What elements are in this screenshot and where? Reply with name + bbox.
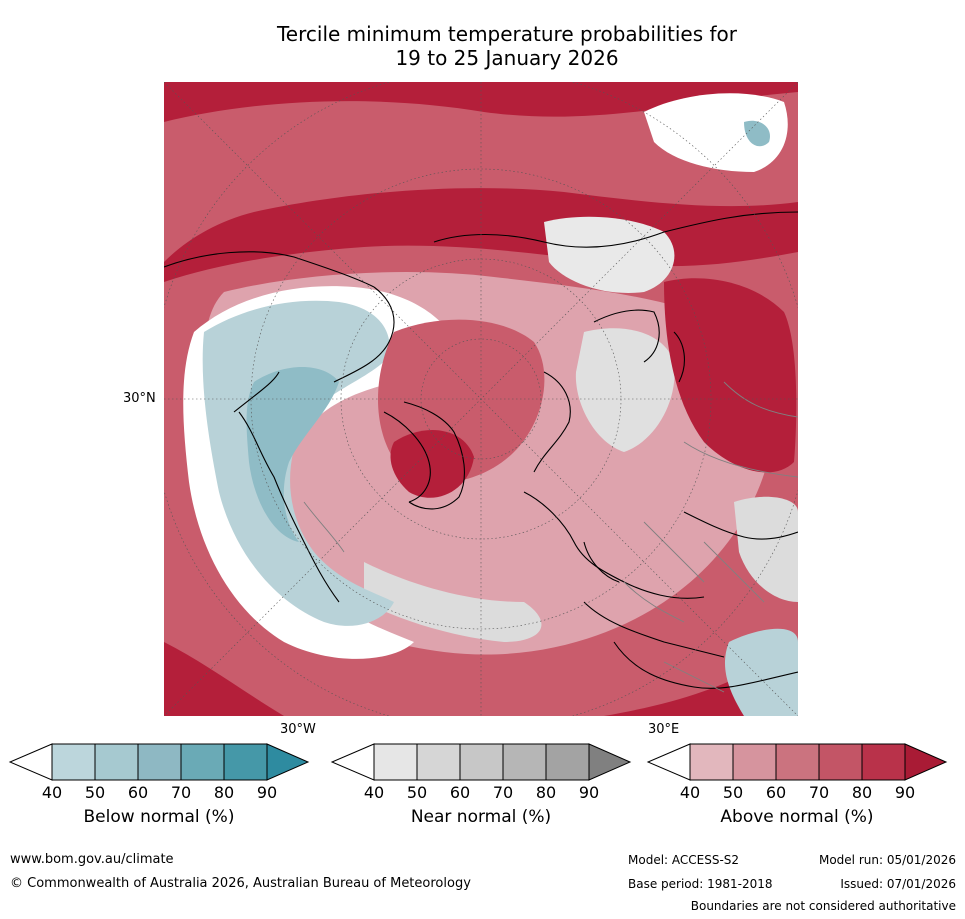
cbar-below-min-extend — [8, 743, 53, 781]
tick: 70 — [808, 783, 830, 802]
tick: 50 — [722, 783, 744, 802]
tick: 60 — [765, 783, 787, 802]
tick: 80 — [851, 783, 873, 802]
colorbar-above-label: Above normal (%) — [720, 807, 874, 827]
title-line-1: Tercile minimum temperature probabilitie… — [276, 22, 738, 46]
lat-label-30n: 30°N — [123, 391, 156, 406]
tick: 90 — [894, 783, 916, 802]
cbar-above-bin-4 — [818, 743, 863, 781]
base-period: Base period: 1981-2018 — [628, 877, 773, 891]
tick: 40 — [363, 783, 385, 802]
below-normal-patch-northeast — [744, 120, 770, 147]
above-dark-greenland — [390, 430, 474, 498]
tick: 50 — [406, 783, 428, 802]
tick: 70 — [170, 783, 192, 802]
cbar-near-bin-1 — [373, 743, 418, 781]
colorbar-above-ticks: 40 50 60 70 80 90 — [680, 783, 915, 803]
tick: 40 — [41, 783, 63, 802]
below-normal-region-america — [202, 300, 394, 626]
near-normal-region-east — [734, 496, 798, 602]
cbar-near-max-extend — [588, 743, 632, 781]
tick: 90 — [578, 783, 600, 802]
cbar-below-bin-1 — [51, 743, 96, 781]
tick: 50 — [84, 783, 106, 802]
cbar-above-bin-2 — [732, 743, 777, 781]
near-normal-region-atlantic — [364, 562, 542, 642]
website-link[interactable]: www.bom.gov.au/climate — [10, 852, 174, 867]
colorbar-below-ticks: 40 50 60 70 80 90 — [42, 783, 277, 803]
tick: 80 — [535, 783, 557, 802]
cbar-below-bin-4 — [180, 743, 225, 781]
model-run-date: Model run: 05/01/2026 — [818, 853, 956, 867]
cbar-above-max-extend — [904, 743, 948, 781]
issued-date: Issued: 07/01/2026 — [840, 877, 956, 891]
cbar-below-bin-3 — [137, 743, 182, 781]
above-mid-region-north — [164, 92, 798, 262]
near-normal-region-scandinavia — [575, 328, 675, 452]
cbar-above-bin-1 — [689, 743, 734, 781]
tick: 90 — [256, 783, 278, 802]
boundaries-disclaimer: Boundaries are not considered authoritat… — [690, 899, 956, 913]
cbar-near-min-extend — [330, 743, 375, 781]
probability-map — [164, 82, 798, 716]
neutral-region-northeast — [644, 93, 788, 172]
below-normal-region-southeast — [724, 628, 798, 716]
country-borders — [303, 381, 798, 693]
colorbar-above — [646, 743, 948, 781]
near-normal-region-north — [544, 216, 675, 293]
lon-label-30e: 30°E — [648, 722, 680, 737]
cbar-near-bin-3 — [459, 743, 504, 781]
below-normal-core — [246, 367, 339, 542]
cbar-above-bin-5 — [861, 743, 906, 781]
cbar-above-min-extend — [646, 743, 691, 781]
cbar-near-bin-2 — [416, 743, 461, 781]
cbar-near-bin-5 — [545, 743, 590, 781]
lon-label-30w: 30°W — [280, 722, 316, 737]
tick: 80 — [213, 783, 235, 802]
cbar-below-bin-2 — [94, 743, 139, 781]
cbar-below-bin-5 — [223, 743, 268, 781]
title-line-2: 19 to 25 January 2026 — [395, 46, 619, 70]
tick: 60 — [127, 783, 149, 802]
above-dark-siberia — [664, 278, 797, 473]
tick: 70 — [492, 783, 514, 802]
cbar-near-bin-4 — [502, 743, 547, 781]
colorbar-below-label: Below normal (%) — [83, 807, 235, 827]
colorbar-below — [8, 743, 310, 781]
model-name: Model: ACCESS-S2 — [628, 853, 740, 867]
tick: 40 — [679, 783, 701, 802]
copyright-text: © Commonwealth of Australia 2026, Austra… — [10, 876, 471, 891]
chart-title: Tercile minimum temperature probabilitie… — [0, 22, 965, 70]
coastlines — [164, 211, 798, 689]
tick: 60 — [449, 783, 471, 802]
cbar-below-max-extend — [266, 743, 310, 781]
colorbar-near — [330, 743, 632, 781]
graticule — [164, 82, 798, 716]
map-svg — [164, 82, 798, 716]
colorbar-near-ticks: 40 50 60 70 80 90 — [364, 783, 599, 803]
cbar-above-bin-3 — [775, 743, 820, 781]
colorbar-near-label: Near normal (%) — [410, 807, 552, 827]
